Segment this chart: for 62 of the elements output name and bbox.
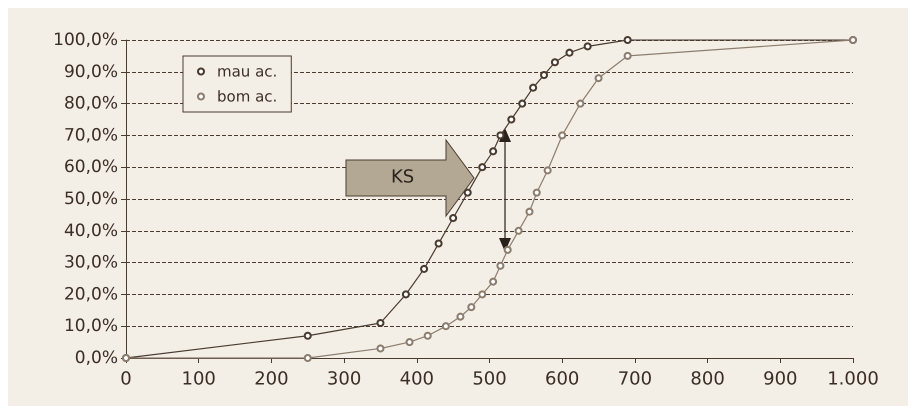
point <box>594 74 603 82</box>
point <box>504 246 512 254</box>
x-tick-label: 700 <box>618 368 652 390</box>
y-tick-label: 40,0% <box>64 220 118 241</box>
x-tick-label: 800 <box>690 368 725 390</box>
point <box>496 262 504 270</box>
point <box>420 264 428 273</box>
point <box>376 344 384 352</box>
point <box>514 226 523 235</box>
point <box>496 131 504 140</box>
y-tick-label: 0,0% <box>74 348 118 368</box>
point <box>540 70 548 79</box>
y-tick-label: 90,0% <box>64 62 118 82</box>
point <box>565 48 574 57</box>
x-tick-label: 100 <box>182 368 216 390</box>
point <box>434 240 443 248</box>
point <box>489 147 498 156</box>
point <box>544 166 552 174</box>
x-tick-label: 600 <box>545 368 580 390</box>
point <box>442 322 450 330</box>
y-tick-label: 20,0% <box>64 284 118 304</box>
x-tick-label: 1.000 <box>827 368 879 390</box>
y-tick-label: 80,0% <box>64 94 118 114</box>
point <box>525 208 534 216</box>
point <box>406 338 414 346</box>
point <box>489 278 498 286</box>
point <box>584 42 592 50</box>
y-tick-label: 70,0% <box>64 125 118 146</box>
point <box>478 290 486 298</box>
y-tick-label: 30,0% <box>64 252 118 273</box>
y-tick-label: 60,0% <box>64 157 118 178</box>
point <box>558 131 566 140</box>
point <box>304 354 312 362</box>
point <box>304 332 312 340</box>
point <box>624 36 632 44</box>
legend-label: mau ac. <box>217 62 278 80</box>
point <box>576 100 584 108</box>
legend-label: bom ac. <box>217 88 278 106</box>
point <box>532 188 541 197</box>
x-tick-label: 0 <box>120 368 132 390</box>
point <box>529 84 538 92</box>
x-tick-label: 900 <box>763 368 798 390</box>
y-tick-label: 50,0% <box>64 189 118 209</box>
x-tick-label: 300 <box>326 368 362 390</box>
point <box>478 163 486 172</box>
x-tick-label: 400 <box>400 368 434 390</box>
point <box>467 303 476 312</box>
point <box>624 52 632 60</box>
y-tick-label: 10,0% <box>64 316 118 336</box>
y-tick-label: 100,0% <box>53 30 118 50</box>
x-tick-label: 200 <box>254 368 289 390</box>
point <box>449 214 458 222</box>
point <box>376 319 384 328</box>
point <box>507 116 516 124</box>
annotation: KS <box>391 166 414 188</box>
point <box>456 312 464 321</box>
point <box>518 100 526 108</box>
point <box>402 290 410 298</box>
point <box>550 58 559 66</box>
point <box>464 188 472 197</box>
x-tick-label: 500 <box>472 368 507 390</box>
point <box>424 332 432 340</box>
